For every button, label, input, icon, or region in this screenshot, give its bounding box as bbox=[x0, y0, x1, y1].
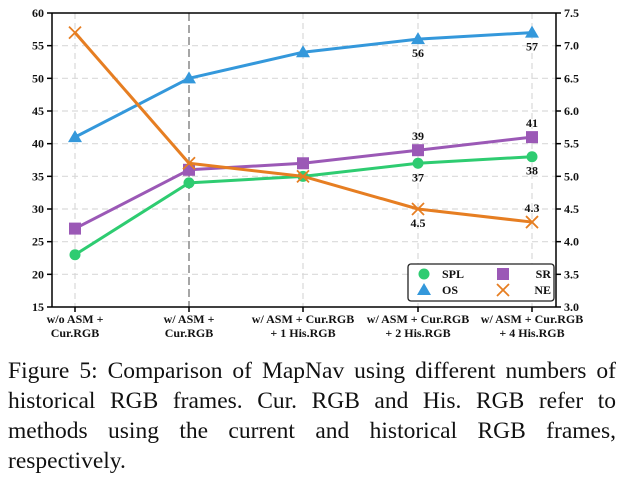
y2-tick-label: 4.5 bbox=[564, 202, 579, 216]
data-labels: 37 38 56 57 39 41 4.5 4.3 bbox=[411, 40, 540, 230]
y2-tick-label: 4.0 bbox=[564, 235, 579, 249]
data-label-sr: 41 bbox=[526, 116, 538, 130]
series-group bbox=[68, 25, 539, 261]
point-spl bbox=[69, 249, 81, 261]
data-label-ne: 4.5 bbox=[411, 216, 426, 230]
point-os bbox=[68, 130, 82, 143]
axes bbox=[51, 12, 557, 308]
right-y-axis-ticks: 3.0 3.5 4.0 4.5 5.0 5.5 6.0 6.5 7.0 7.5 bbox=[556, 6, 579, 314]
series-ne bbox=[68, 25, 539, 229]
y-tick-label: 15 bbox=[32, 300, 44, 314]
y-tick-label: 50 bbox=[32, 71, 44, 85]
legend-label-os: OS bbox=[442, 283, 458, 297]
x-tick-label-line: + 1 His.RGB bbox=[270, 326, 335, 340]
y2-tick-label: 7.0 bbox=[564, 39, 579, 53]
x-tick-label-line: w/ ASM + bbox=[164, 312, 215, 326]
figure-caption: Figure 5: Comparison of MapNav using dif… bbox=[8, 358, 616, 474]
data-label-os: 56 bbox=[412, 46, 424, 60]
data-label-os: 57 bbox=[526, 40, 538, 54]
legend: SPL SR OS NE bbox=[407, 263, 555, 302]
x-tick-label-line: w/o ASM + bbox=[47, 312, 104, 326]
point-ne bbox=[411, 202, 425, 216]
y-tick-label: 25 bbox=[32, 235, 44, 249]
x-tick-label-line: w/ ASM + Cur.RGB bbox=[481, 312, 583, 326]
y-tick-label: 20 bbox=[32, 267, 44, 281]
y2-tick-label: 3.5 bbox=[564, 267, 579, 281]
x-tick-label-line: w/ ASM + Cur.RGB bbox=[252, 312, 354, 326]
x-tick-label: w/ ASM + Cur.RGB + 2 His.RGB bbox=[367, 312, 469, 340]
y2-tick-label: 6.5 bbox=[564, 71, 579, 85]
x-tick-label-line: w/ ASM + Cur.RGB bbox=[367, 312, 469, 326]
y2-tick-label: 6.0 bbox=[564, 104, 579, 118]
grid bbox=[52, 13, 556, 307]
point-sr bbox=[412, 144, 424, 157]
x-tick-label: w/ ASM + Cur.RGB + 1 His.RGB bbox=[252, 312, 354, 340]
left-y-axis-ticks: 15 20 25 30 35 40 45 50 55 60 bbox=[32, 6, 52, 314]
data-label-sr: 39 bbox=[412, 129, 424, 143]
point-os bbox=[525, 25, 539, 38]
legend-marker-spl bbox=[418, 268, 430, 280]
x-marker-stroke bbox=[68, 25, 82, 40]
legend-label-ne: NE bbox=[534, 283, 551, 297]
point-sr bbox=[183, 163, 195, 176]
x-tick-label-line: + 4 His.RGB bbox=[499, 326, 564, 340]
legend-label-spl: SPL bbox=[442, 267, 464, 281]
point-sr bbox=[526, 131, 538, 144]
x-tick-label: w/ ASM + Cur.RGB + 4 His.RGB bbox=[481, 312, 583, 340]
data-label-spl: 37 bbox=[412, 170, 424, 184]
y2-tick-label: 5.5 bbox=[564, 137, 579, 151]
x-marker-stroke bbox=[411, 202, 425, 216]
point-os bbox=[182, 71, 196, 84]
point-ne bbox=[525, 215, 539, 229]
y2-tick-label: 5.0 bbox=[564, 169, 579, 183]
point-sr bbox=[69, 222, 81, 235]
y-tick-label: 55 bbox=[32, 39, 44, 53]
point-ne bbox=[68, 25, 82, 40]
x-marker-stroke bbox=[182, 156, 196, 170]
x-tick-label-line: + 2 His.RGB bbox=[385, 326, 450, 340]
legend-marker-ne bbox=[496, 283, 510, 297]
x-marker-stroke bbox=[525, 215, 539, 229]
point-spl bbox=[183, 177, 195, 189]
series-os bbox=[68, 25, 539, 143]
y-tick-label: 30 bbox=[32, 202, 44, 216]
point-spl bbox=[526, 151, 538, 163]
y-tick-label: 45 bbox=[32, 104, 44, 118]
y-tick-label: 35 bbox=[32, 169, 44, 183]
legend-label-sr: SR bbox=[536, 267, 552, 281]
y-tick-label: 40 bbox=[32, 137, 44, 151]
point-os bbox=[411, 32, 425, 45]
x-tick-label: w/o ASM + Cur.RGB bbox=[47, 312, 104, 340]
point-ne bbox=[182, 156, 196, 170]
data-label-ne: 4.3 bbox=[525, 201, 540, 215]
x-tick-label-line: Cur.RGB bbox=[165, 326, 214, 340]
y2-tick-label: 7.5 bbox=[564, 6, 579, 20]
line-chart: 15 20 25 30 35 40 45 50 55 60 3.0 3.5 4.0 4.5 5.0 5.5 6… bbox=[32, 6, 583, 340]
legend-marker-sr bbox=[497, 268, 509, 280]
point-ne bbox=[296, 169, 310, 183]
x-marker-stroke bbox=[496, 283, 510, 297]
point-sr bbox=[297, 157, 309, 170]
legend-marker-os bbox=[417, 283, 431, 295]
data-label-spl: 38 bbox=[526, 164, 538, 178]
point-os bbox=[296, 45, 310, 58]
x-tick-label: w/ ASM + Cur.RGB bbox=[164, 312, 215, 340]
x-marker-stroke bbox=[296, 169, 310, 183]
point-spl bbox=[412, 157, 424, 169]
legend-box bbox=[407, 263, 555, 302]
x-tick-label-line: Cur.RGB bbox=[51, 326, 100, 340]
y2-tick-label: 3.0 bbox=[564, 300, 579, 314]
y-tick-label: 60 bbox=[32, 6, 44, 20]
